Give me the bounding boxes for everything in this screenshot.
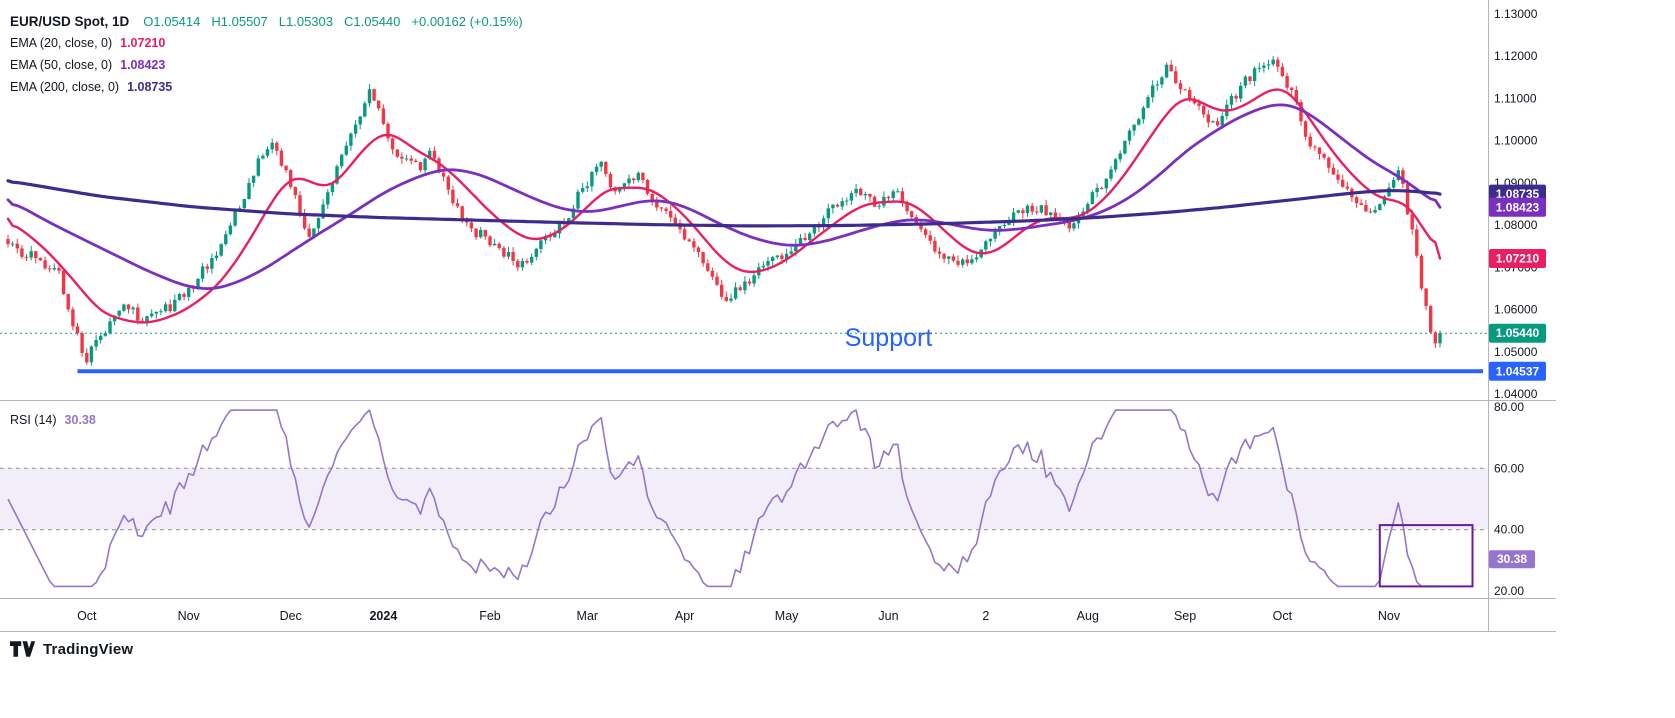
- symbol-title[interactable]: EUR/USD Spot, 1D: [10, 13, 130, 29]
- indicator-label: EMA (50, close, 0): [10, 58, 113, 72]
- rsi-tick-label: 60.00: [1494, 461, 1524, 475]
- time-tick-Oct: Oct: [77, 609, 97, 623]
- time-tick-Jun: Jun: [878, 609, 898, 623]
- indicator-value: 1.08423: [120, 58, 166, 72]
- indicator-value: 1.07210: [120, 36, 166, 50]
- time-tick-Aug: Aug: [1077, 609, 1099, 623]
- time-axis[interactable]: Oct Nov Dec 2024 Feb Mar Apr May Jun 2 Aug Sep Oct No…: [77, 609, 1401, 623]
- time-tick-Oct: Oct: [1273, 609, 1293, 623]
- time-tick-Apr: Apr: [675, 609, 694, 623]
- time-tick-Mar: Mar: [577, 609, 599, 623]
- time-tick-Dec: Dec: [280, 609, 302, 623]
- time-tick-Nov: Nov: [178, 609, 201, 623]
- rsi-value-tag-text: 30.38: [1497, 552, 1527, 566]
- price-tick-label: 1.10000: [1494, 134, 1538, 148]
- time-tick-2: 2: [982, 609, 989, 623]
- ohlc-close: C1.05440: [344, 13, 401, 29]
- rsi-axis[interactable]: 80.00 60.00 40.00 20.00 30.38: [1489, 400, 1535, 598]
- price-tick-label: 1.04000: [1494, 387, 1538, 401]
- logo-t-shape: [10, 641, 22, 657]
- logo-v-shape: [22, 641, 36, 657]
- ema-overlays: [6, 88, 1442, 324]
- ema-200-line[interactable]: [6, 179, 1442, 228]
- time-tick-May: May: [775, 609, 799, 623]
- price-tick-label: 1.05000: [1494, 345, 1538, 359]
- footer: TradingView: [10, 640, 133, 658]
- price-tag-1.08423: [1489, 197, 1546, 217]
- tradingview-brand[interactable]: TradingView: [43, 640, 134, 658]
- ohlc-change: +0.00162 (+0.15%): [411, 13, 523, 29]
- indicator-value: 1.08735: [127, 80, 173, 94]
- ema-20-line[interactable]: [6, 88, 1442, 324]
- time-tick-Sep: Sep: [1174, 609, 1196, 623]
- price-tick-label: 1.08000: [1494, 218, 1538, 232]
- indicator-ema20[interactable]: EMA (20, close, 0) 1.07210: [10, 32, 534, 54]
- price-tag-1.04537: [1489, 361, 1546, 381]
- indicator-label: EMA (20, close, 0): [10, 36, 113, 50]
- symbol-row: EUR/USD Spot, 1D O1.05414 H1.05507 L1.05…: [10, 10, 534, 32]
- rsi-value-tag: [1489, 550, 1535, 569]
- price-tick-label: 1.13000: [1494, 7, 1538, 21]
- rsi-tick-label: 40.00: [1494, 523, 1524, 537]
- price-tag-text: 1.08735: [1496, 187, 1540, 201]
- time-tick-Feb: Feb: [479, 609, 501, 623]
- price-tag-text: 1.08423: [1496, 200, 1540, 214]
- time-tick-Nov: Nov: [1378, 609, 1401, 623]
- price-tag-text: 1.04537: [1496, 364, 1540, 378]
- tradingview-logo[interactable]: [10, 640, 36, 658]
- rsi-tick-label: 80.00: [1494, 400, 1524, 414]
- time-tick-2024: 2024: [369, 609, 397, 623]
- support-annotation-text[interactable]: Support: [845, 324, 933, 352]
- price-tag-1.07210: [1489, 249, 1546, 268]
- price-axis[interactable]: 1.130001.120001.110001.100001.090001.080…: [1489, 7, 1546, 401]
- pane-separators: [0, 0, 1556, 632]
- price-tag-1.05440: [1489, 323, 1546, 343]
- rsi-value: 30.38: [64, 413, 96, 427]
- rsi-tick-label: 20.00: [1494, 584, 1524, 598]
- chart-legend: EUR/USD Spot, 1D O1.05414 H1.05507 L1.05…: [10, 10, 534, 98]
- ohlc-open: O1.05414: [143, 13, 201, 29]
- ohlc-low: L1.05303: [278, 13, 333, 29]
- price-tag-text: 1.05440: [1496, 326, 1540, 340]
- price-tick-label: 1.06000: [1494, 303, 1538, 317]
- rsi-highlight-box[interactable]: [1378, 524, 1474, 588]
- rsi-legend[interactable]: RSI (14) 30.38: [10, 410, 96, 430]
- rsi-label: RSI (14): [10, 413, 57, 427]
- price-tick-label: 1.11000: [1494, 91, 1537, 105]
- rsi-band: [0, 467, 1488, 531]
- rsi-line[interactable]: [7, 409, 1440, 588]
- indicator-ema200[interactable]: EMA (200, close, 0) 1.08735: [10, 76, 534, 98]
- indicator-label: EMA (200, close, 0): [10, 80, 120, 94]
- price-tag-text: 1.07210: [1496, 252, 1540, 266]
- ohlc-high: H1.05507: [211, 13, 268, 29]
- price-tick-label: 1.12000: [1494, 49, 1538, 63]
- indicator-ema50[interactable]: EMA (50, close, 0) 1.08423: [10, 54, 534, 76]
- candlestick-series[interactable]: [6, 56, 1442, 366]
